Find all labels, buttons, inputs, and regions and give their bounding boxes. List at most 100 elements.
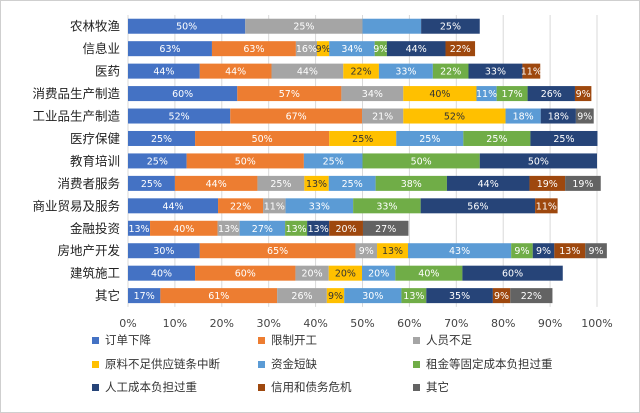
bar-segment [211, 41, 296, 57]
legend-label: 信用和债务危机 [271, 380, 352, 394]
category-label: 农林牧渔 [70, 19, 120, 34]
data-label: 40% [151, 269, 172, 280]
bar-segment [341, 86, 404, 102]
data-label: 11% [521, 67, 542, 78]
bar-segment [463, 130, 531, 146]
data-label: 30% [362, 291, 383, 302]
category-label: 教育培训 [70, 153, 120, 168]
data-label: 44% [206, 179, 227, 190]
bar-segment [128, 41, 212, 57]
bar-segment [476, 86, 497, 102]
bar-segment [575, 108, 594, 124]
bar-segment [403, 86, 477, 102]
data-label: 9% [589, 246, 604, 257]
data-label: 33% [309, 201, 330, 212]
legend-swatch [258, 337, 265, 344]
bar-segment [527, 86, 575, 102]
bar-segment [522, 63, 541, 79]
bar-segment [446, 175, 530, 191]
data-label: 44% [478, 179, 499, 190]
bar-segment [128, 86, 238, 102]
data-label: 65% [267, 246, 288, 257]
data-label: 9% [577, 112, 592, 123]
x-tick-label: 100% [581, 317, 612, 330]
data-label: 18% [513, 112, 534, 123]
bar-segment [426, 288, 493, 304]
category-label: 医药 [95, 64, 120, 79]
bar-segment [535, 198, 558, 214]
data-label: 18% [548, 112, 569, 123]
bar-segment [128, 220, 151, 236]
bar-segment [355, 243, 378, 259]
data-label: 22% [440, 67, 461, 78]
bar-segment [505, 108, 541, 124]
category-label: 消费者服务 [57, 176, 120, 191]
category-label: 其它 [95, 288, 120, 303]
bar-segment [585, 243, 607, 259]
data-label: 50% [411, 156, 432, 167]
bar-segment [362, 18, 422, 34]
bar-segment [532, 243, 555, 259]
bar-segment [496, 86, 528, 102]
x-tick-label: 50% [350, 317, 374, 330]
bar-segment [128, 63, 200, 79]
data-label: 56% [467, 201, 488, 212]
data-label: 20% [335, 269, 356, 280]
data-label: 11% [536, 201, 557, 212]
bar-segment [304, 175, 329, 191]
bar-segment [317, 41, 330, 57]
legend-swatch [413, 337, 420, 344]
bar-segment [128, 175, 175, 191]
bar-segment [420, 198, 536, 214]
data-label: 25% [151, 134, 172, 145]
legend-label: 资金短缺 [271, 357, 317, 371]
bar-segment [343, 63, 379, 79]
data-label: 25% [553, 134, 574, 145]
bar-segment [263, 198, 286, 214]
bar-segment [468, 63, 523, 79]
data-label: 25% [323, 156, 344, 167]
legend-label: 订单下降 [105, 333, 151, 347]
legend-label: 原料不足供应链条中断 [105, 357, 220, 371]
bar-segment [554, 243, 586, 259]
data-label: 40% [418, 269, 439, 280]
bar-segment [303, 153, 363, 169]
data-label: 60% [235, 269, 256, 280]
bar-segment [565, 175, 601, 191]
legend-swatch [92, 337, 99, 344]
x-tick-label: 10% [163, 317, 187, 330]
bar-segment [328, 175, 376, 191]
legend-swatch [413, 361, 420, 368]
data-label: 16% [296, 44, 317, 55]
bar-segment [530, 130, 598, 146]
data-label: 13% [128, 224, 149, 235]
data-label: 35% [449, 291, 470, 302]
bar-segment [510, 288, 553, 304]
bars: 50% 25% 25%63% 63% 16%9% 34% 9% 44% 22%44% 44% 44%… [128, 18, 607, 304]
bar-segment [295, 41, 318, 57]
bar-segment [128, 265, 196, 281]
data-label: 33% [395, 67, 416, 78]
legend-swatch [92, 384, 99, 391]
bar-segment [160, 288, 278, 304]
bar-segment [403, 108, 506, 124]
data-label: 17% [502, 89, 523, 100]
bar-segment [128, 108, 231, 124]
bar-segment [245, 18, 363, 34]
bar-segment [362, 153, 480, 169]
category-label: 金融投资 [70, 221, 120, 236]
data-label: 60% [172, 89, 193, 100]
data-label: 9% [316, 44, 331, 55]
data-label: 50% [235, 156, 256, 167]
bar-segment [277, 288, 327, 304]
data-label: 44% [225, 67, 246, 78]
data-label: 9% [328, 291, 343, 302]
data-label: 33% [485, 67, 506, 78]
x-tick-label: 60% [397, 317, 421, 330]
bar-segment [128, 130, 196, 146]
category-label: 消费品生产制造 [32, 86, 120, 101]
bar-segment [199, 243, 356, 259]
bar-segment [574, 86, 592, 102]
category-label: 工业品生产制造 [32, 109, 120, 124]
